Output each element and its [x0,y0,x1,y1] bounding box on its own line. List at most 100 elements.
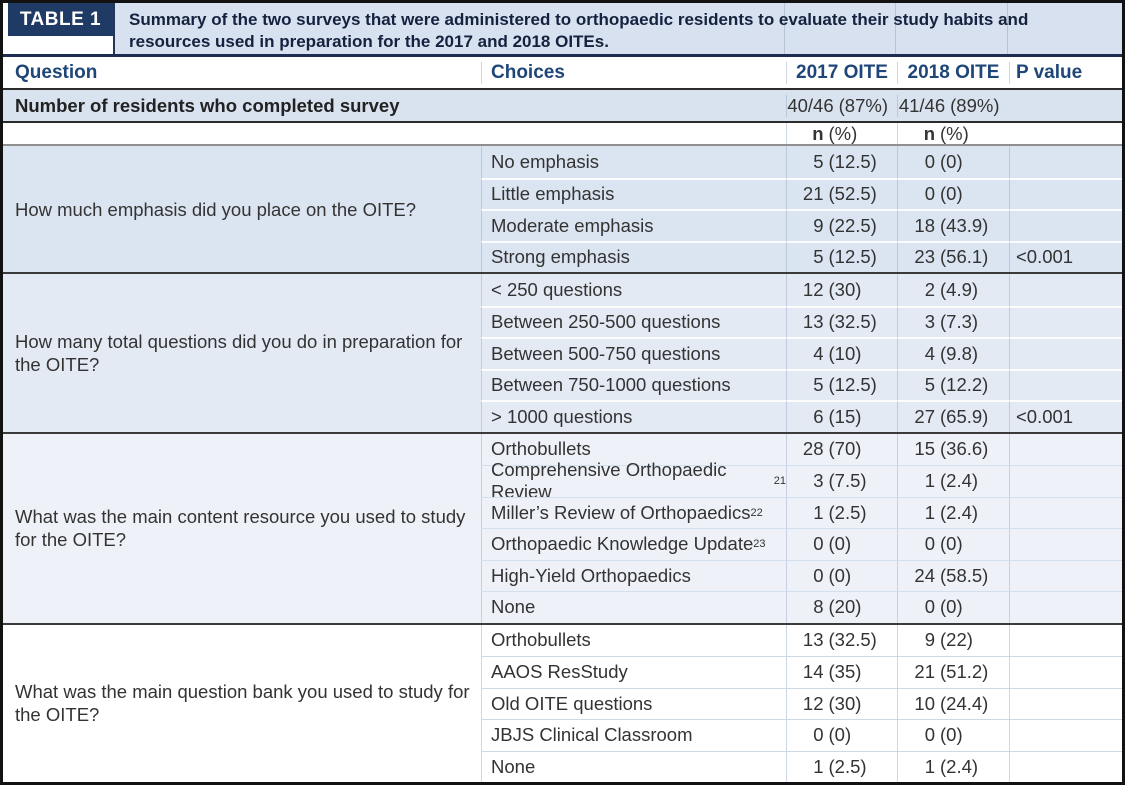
value-2017-cell: 21 (52.5) [786,177,897,209]
pvalue-cell [1009,177,1122,209]
choice-label: Strong emphasis [491,246,630,268]
choice-cell: Orthobullets [481,624,786,656]
survey-completion-row: Number of residents who completed survey… [3,90,1122,123]
pvalue-cell [1009,274,1122,306]
pvalue-cell [1009,591,1122,623]
value-2018-cell: 10 (24.4) [897,687,1009,719]
choice-label: Little emphasis [491,183,615,205]
choice-cell: None [481,591,786,623]
value-2018-cell: 0 (0) [897,177,1009,209]
choice-cell: Between 500-750 questions [481,337,786,369]
choice-label: AAOS ResStudy [491,661,628,683]
column-header-row: Question Choices 2017 OITE 2018 OITE P v… [3,57,1122,90]
pvalue-cell [1009,624,1122,656]
pvalue-cell [1009,656,1122,688]
value-2018-cell: 3 (7.3) [897,305,1009,337]
pvalue-cell [1009,465,1122,497]
choice-cell: Moderate emphasis [481,209,786,241]
column-header-2018: 2018 OITE [897,61,1009,84]
value-2017-cell: 1 (2.5) [786,496,897,528]
choice-cell: Little emphasis [481,177,786,209]
choice-cell: Comprehensive Orthopaedic Review 21 [481,459,786,502]
choice-cell: Between 750-1000 questions [481,368,786,400]
value-2018-cell: 18 (43.9) [897,209,1009,241]
question-section: What was the main question bank you used… [3,622,1122,782]
pvalue-cell [1009,305,1122,337]
value-2018-cell: 27 (65.9) [897,400,1009,432]
question-text: How much emphasis did you place on the O… [15,198,417,220]
survey-2018-value: 41/46 (89%) [897,94,1009,117]
choice-cell: > 1000 questions [481,400,786,432]
value-2018-cell: 2 (4.9) [897,274,1009,306]
choice-cell: Orthopaedic Knowledge Update 23 [481,528,786,560]
choice-label: Old OITE questions [491,692,653,714]
choice-label: < 250 questions [491,278,623,300]
value-2018-cell: 1 (2.4) [897,750,1009,782]
value-2017-cell: 12 (30) [786,687,897,719]
table-label-cell: TABLE 1 [3,3,115,54]
column-header-pvalue: P value [1009,61,1122,84]
value-2018-cell: 0 (0) [897,719,1009,751]
table-caption: Summary of the two surveys that were adm… [115,3,1122,54]
choice-label: Between 500-750 questions [491,342,721,364]
value-2018-cell: 0 (0) [897,528,1009,560]
value-2018-cell: 23 (56.1) [897,240,1009,272]
value-2017-cell: 3 (7.5) [786,465,897,497]
value-2018-cell: 1 (2.4) [897,496,1009,528]
choice-cell: Miller’s Review of Orthopaedics 22 [481,496,786,528]
value-2017-cell: 5 (12.5) [786,146,897,178]
choice-label: Orthobullets [491,629,591,651]
choice-cell: No emphasis [481,146,786,178]
value-2017-cell: 4 (10) [786,337,897,369]
value-2017-cell: 6 (15) [786,400,897,432]
survey-2017-value: 40/46 (87%) [786,94,897,117]
pvalue-cell [1009,719,1122,751]
value-2018-cell: 5 (12.2) [897,368,1009,400]
pvalue-cell [1009,209,1122,241]
value-2017-cell: 13 (32.5) [786,305,897,337]
question-section: How many total questions did you do in p… [3,272,1122,432]
choice-cell: Strong emphasis [481,240,786,272]
value-2017-cell: 5 (12.5) [786,368,897,400]
pvalue-cell [1009,528,1122,560]
choice-cell: < 250 questions [481,274,786,306]
value-2018-cell: 24 (58.5) [897,559,1009,591]
table-label: TABLE 1 [8,3,113,36]
value-2018-cell: 9 (22) [897,624,1009,656]
value-2018-cell: 0 (0) [897,591,1009,623]
question-text: What was the main content resource you u… [15,506,466,550]
value-2018-cell: 4 (9.8) [897,337,1009,369]
column-header-2017: 2017 OITE [786,61,897,84]
value-2017-cell: 0 (0) [786,719,897,751]
choice-label: Between 750-1000 questions [491,374,731,396]
question-section: How much emphasis did you place on the O… [3,146,1122,272]
value-2017-cell: 13 (32.5) [786,624,897,656]
choice-label: None [491,755,536,777]
value-2017-cell: 5 (12.5) [786,240,897,272]
choice-label: Miller’s Review of Orthopaedics [491,501,751,523]
value-2017-cell: 12 (30) [786,274,897,306]
subheader-2017: n (%) [786,123,897,145]
pvalue-cell: <0.001 [1009,400,1122,432]
choice-label: Orthopaedic Knowledge Update [491,533,754,555]
table-body: How much emphasis did you place on the O… [3,146,1122,782]
choice-cell: Orthobullets [481,433,786,465]
choice-label: JBJS Clinical Classroom [491,724,693,746]
question-text: How many total questions did you do in p… [15,330,463,375]
pvalue-cell [1009,687,1122,719]
choice-label: Between 250-500 questions [491,311,721,333]
value-2017-cell: 0 (0) [786,559,897,591]
choice-label: Orthobullets [491,438,591,460]
table-caption-text: Summary of the two surveys that were adm… [129,10,1029,51]
column-header-choices: Choices [481,61,786,84]
choice-cell: AAOS ResStudy [481,656,786,688]
value-2017-cell: 14 (35) [786,656,897,688]
table-1: TABLE 1 Summary of the two surveys that … [0,0,1125,785]
value-2017-cell: 8 (20) [786,591,897,623]
value-2018-cell: 0 (0) [897,146,1009,178]
pvalue-cell [1009,368,1122,400]
choice-cell: JBJS Clinical Classroom [481,719,786,751]
question-text: What was the main question bank you used… [15,681,470,726]
pvalue-cell: <0.001 [1009,240,1122,272]
pvalue-cell [1009,496,1122,528]
